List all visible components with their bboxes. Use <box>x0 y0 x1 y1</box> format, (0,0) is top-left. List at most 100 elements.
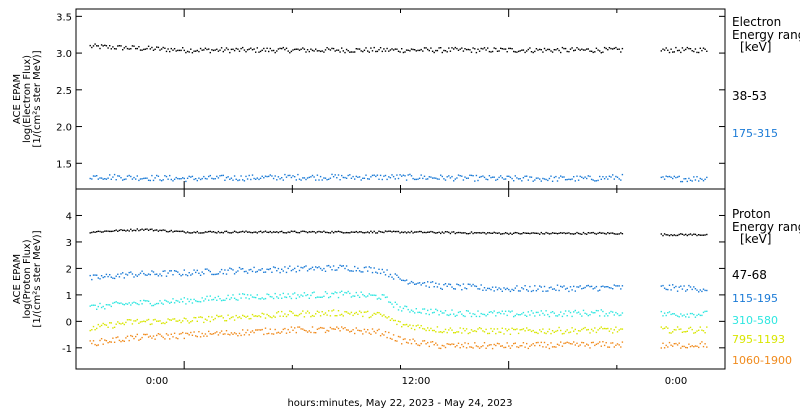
data-point-310-580 <box>128 302 130 304</box>
data-point-38-53 <box>274 51 276 54</box>
data-point-47-68 <box>560 232 562 234</box>
data-point-310-580 <box>297 294 299 296</box>
data-point-47-68 <box>235 231 237 233</box>
data-point-1060-1900 <box>133 337 135 340</box>
data-point-310-580 <box>131 302 134 304</box>
data-point-175-315 <box>136 175 138 177</box>
data-point-175-315 <box>110 178 112 180</box>
data-point-115-195 <box>404 280 406 282</box>
data-point-38-53 <box>328 48 330 50</box>
data-point-175-315 <box>143 177 145 180</box>
data-point-38-53 <box>465 48 468 51</box>
data-point-115-195 <box>569 286 572 288</box>
data-point-795-1193 <box>566 329 568 331</box>
data-point-47-68 <box>186 231 189 233</box>
data-point-175-315 <box>206 178 208 180</box>
data-point-38-53 <box>386 47 388 50</box>
data-point-38-53 <box>337 49 340 51</box>
data-point-795-1193 <box>295 314 297 317</box>
data-point-47-68 <box>248 231 250 233</box>
data-point-310-580 <box>367 295 369 297</box>
data-point-310-580 <box>425 313 427 315</box>
data-point-175-315 <box>220 174 223 177</box>
data-point-1060-1900 <box>165 333 168 335</box>
data-point-175-315 <box>389 177 392 179</box>
data-point-115-195 <box>217 273 220 275</box>
data-point-38-53 <box>438 47 440 49</box>
data-point-38-53 <box>157 46 160 49</box>
data-point-47-68 <box>706 233 708 236</box>
data-point-310-580 <box>164 299 166 301</box>
data-point-1060-1900 <box>193 331 195 333</box>
data-point-47-68 <box>266 231 268 233</box>
data-point-47-68 <box>250 231 252 234</box>
data-point-795-1193 <box>139 321 142 323</box>
data-point-115-195 <box>667 288 669 291</box>
data-point-310-580 <box>701 314 703 317</box>
data-point-38-53 <box>229 51 231 54</box>
data-point-175-315 <box>344 176 346 179</box>
data-point-795-1193 <box>699 326 701 328</box>
data-point-1060-1900 <box>159 333 161 336</box>
data-point-47-68 <box>422 231 424 234</box>
data-point-795-1193 <box>92 325 95 328</box>
data-point-795-1193 <box>584 326 586 329</box>
data-point-310-580 <box>612 311 614 313</box>
data-point-1060-1900 <box>607 346 609 348</box>
data-point-1060-1900 <box>363 328 366 331</box>
data-point-1060-1900 <box>349 331 351 333</box>
data-point-38-53 <box>676 49 679 52</box>
data-point-1060-1900 <box>480 346 482 348</box>
proton-legend-47-68: 47-68 <box>732 268 767 282</box>
data-point-115-195 <box>500 288 502 290</box>
data-point-38-53 <box>118 45 121 47</box>
data-point-1060-1900 <box>488 344 491 346</box>
data-point-310-580 <box>266 293 268 295</box>
data-point-175-315 <box>686 180 688 183</box>
data-point-310-580 <box>217 295 220 298</box>
data-point-38-53 <box>162 46 164 49</box>
data-point-310-580 <box>409 311 411 313</box>
data-point-795-1193 <box>164 322 166 325</box>
data-point-175-315 <box>250 178 252 181</box>
data-point-795-1193 <box>556 329 559 332</box>
data-point-38-53 <box>185 51 187 54</box>
data-point-115-195 <box>566 287 568 289</box>
data-point-175-315 <box>115 179 117 181</box>
data-point-47-68 <box>281 230 283 233</box>
data-point-47-68 <box>399 232 401 234</box>
data-point-1060-1900 <box>401 343 403 345</box>
data-point-175-315 <box>302 177 304 179</box>
data-point-115-195 <box>540 286 542 288</box>
data-point-310-580 <box>220 299 223 302</box>
data-point-795-1193 <box>99 325 101 328</box>
data-point-115-195 <box>376 272 379 274</box>
data-point-1060-1900 <box>357 329 359 331</box>
data-point-47-68 <box>667 234 669 236</box>
data-point-115-195 <box>233 273 236 275</box>
data-point-38-53 <box>605 47 607 50</box>
data-point-38-53 <box>248 48 250 50</box>
data-point-38-53 <box>704 48 706 50</box>
data-point-38-53 <box>165 50 168 53</box>
data-point-38-53 <box>298 49 301 51</box>
data-point-310-580 <box>370 294 372 296</box>
data-point-1060-1900 <box>313 331 315 334</box>
data-point-795-1193 <box>616 331 619 333</box>
data-point-1060-1900 <box>477 345 479 348</box>
data-point-47-68 <box>663 233 666 235</box>
data-point-38-53 <box>417 49 419 52</box>
data-point-47-68 <box>321 231 323 233</box>
data-point-47-68 <box>428 231 430 233</box>
data-point-795-1193 <box>126 319 129 321</box>
data-point-795-1193 <box>209 320 211 323</box>
data-point-38-53 <box>675 46 677 49</box>
data-point-1060-1900 <box>107 342 109 344</box>
data-point-175-315 <box>600 178 602 180</box>
data-point-38-53 <box>688 47 690 50</box>
data-point-795-1193 <box>564 330 567 333</box>
data-point-175-315 <box>219 175 221 177</box>
data-point-38-53 <box>397 50 400 52</box>
data-point-310-580 <box>308 297 310 299</box>
data-point-1060-1900 <box>519 345 521 347</box>
